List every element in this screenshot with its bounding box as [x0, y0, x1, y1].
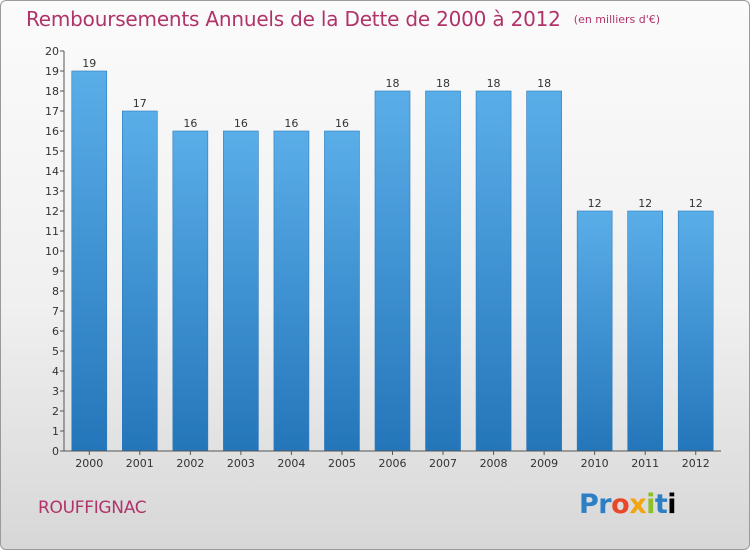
- proxiti-logo: Proxiti: [579, 489, 677, 520]
- bar-value-label: 17: [133, 97, 147, 110]
- x-tick-label: 2010: [581, 457, 609, 470]
- y-tick-label: 10: [45, 245, 59, 258]
- bar-value-label: 12: [638, 197, 652, 210]
- bar-value-label: 18: [436, 77, 450, 90]
- y-tick-label: 11: [45, 225, 59, 238]
- bar-2012: [677, 210, 714, 452]
- x-tick-label: 2011: [631, 457, 659, 470]
- bar-value-label: 18: [537, 77, 551, 90]
- x-tick-label: 2004: [277, 457, 305, 470]
- bar-value-label: 16: [234, 117, 248, 130]
- x-tick-label: 2001: [126, 457, 154, 470]
- bar-value-label: 18: [487, 77, 501, 90]
- y-tick-label: 16: [45, 125, 59, 138]
- x-tick-label: 2012: [682, 457, 710, 470]
- y-tick-label: 15: [45, 145, 59, 158]
- bar-value-label: 12: [689, 197, 703, 210]
- bar-value-label: 18: [386, 77, 400, 90]
- x-tick-label: 2008: [480, 457, 508, 470]
- x-tick-label: 2002: [176, 457, 204, 470]
- bar-value-label: 16: [284, 117, 298, 130]
- bar-2010: [576, 210, 613, 452]
- y-tick-label: 8: [52, 285, 59, 298]
- commune-name: ROUFFIGNAC: [38, 498, 147, 518]
- x-tick-label: 2005: [328, 457, 356, 470]
- bar-value-label: 12: [588, 197, 602, 210]
- bar-2005: [324, 130, 360, 452]
- y-tick-label: 2: [52, 405, 59, 418]
- bar-2009: [526, 90, 562, 452]
- bar-2003: [223, 130, 259, 452]
- y-tick-label: 1: [52, 425, 59, 438]
- y-tick-label: 18: [45, 85, 59, 98]
- y-tick-label: 20: [45, 45, 59, 58]
- bar-2001: [122, 110, 158, 452]
- bar-2006: [374, 90, 411, 452]
- x-tick-label: 2009: [530, 457, 558, 470]
- y-tick-label: 12: [45, 205, 59, 218]
- chart-title-block: Remboursements Annuels de la Dette de 20…: [26, 7, 660, 37]
- x-tick-label: 2007: [429, 457, 457, 470]
- x-tick-label: 2006: [379, 457, 407, 470]
- y-tick-label: 0: [52, 445, 59, 458]
- x-tick-label: 2000: [75, 457, 103, 470]
- bar-2002: [172, 130, 209, 452]
- bar-value-label: 16: [335, 117, 349, 130]
- y-tick-label: 9: [52, 265, 59, 278]
- bar-value-label: 19: [82, 57, 96, 70]
- y-tick-label: 14: [45, 165, 59, 178]
- x-tick-label: 2003: [227, 457, 255, 470]
- y-tick-label: 7: [52, 305, 59, 318]
- y-tick-label: 5: [52, 345, 59, 358]
- y-tick-label: 17: [45, 105, 59, 118]
- y-tick-label: 13: [45, 185, 59, 198]
- bar-2011: [627, 210, 663, 452]
- bar-2004: [273, 130, 310, 452]
- y-tick-label: 3: [52, 385, 59, 398]
- y-tick-label: 19: [45, 65, 59, 78]
- chart-unit: (en milliers d'€): [573, 13, 661, 26]
- bar-2007: [425, 90, 461, 452]
- bar-2008: [475, 90, 512, 452]
- chart-title: Remboursements Annuels de la Dette de 20…: [26, 7, 561, 31]
- y-tick-label: 4: [52, 365, 59, 378]
- y-tick-label: 6: [52, 325, 59, 338]
- bar-2000: [71, 70, 108, 452]
- bar-value-label: 16: [183, 117, 197, 130]
